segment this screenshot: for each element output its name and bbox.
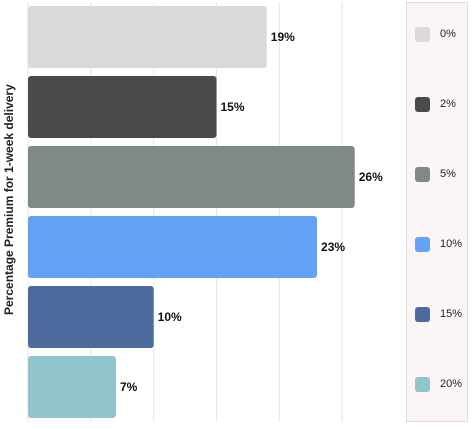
bar-20pct bbox=[28, 356, 116, 418]
bar-5pct bbox=[28, 146, 355, 208]
data-label: 7% bbox=[120, 380, 138, 394]
legend-swatch bbox=[415, 306, 430, 322]
bar-10pct bbox=[28, 216, 318, 278]
legend-label: 20% bbox=[440, 378, 463, 390]
bar-15pct bbox=[28, 286, 154, 348]
data-label: 15% bbox=[221, 100, 245, 114]
data-label: 19% bbox=[271, 30, 295, 44]
data-label: 10% bbox=[158, 310, 182, 324]
y-axis-label: Percentage Premium for 1-week delivery bbox=[2, 84, 16, 315]
legend: 0% 2% 5% 10% 15% 20% bbox=[406, 2, 468, 422]
legend-item: 15% bbox=[415, 305, 462, 323]
legend-label: 0% bbox=[440, 28, 456, 40]
legend-label: 2% bbox=[440, 98, 456, 110]
legend-swatch bbox=[415, 236, 430, 252]
bar-2pct bbox=[28, 76, 217, 138]
legend-label: 10% bbox=[440, 238, 463, 250]
legend-label: 15% bbox=[440, 308, 463, 320]
legend-item: 5% bbox=[415, 165, 456, 183]
legend-item: 20% bbox=[415, 375, 462, 393]
bar-0pct bbox=[28, 6, 267, 68]
legend-swatch bbox=[415, 166, 430, 182]
legend-item: 2% bbox=[415, 95, 456, 113]
legend-swatch bbox=[415, 96, 430, 112]
legend-item: 10% bbox=[415, 235, 462, 253]
data-label: 23% bbox=[321, 240, 345, 254]
legend-swatch bbox=[415, 26, 430, 42]
data-label: 26% bbox=[359, 170, 383, 184]
legend-item: 0% bbox=[415, 25, 456, 43]
legend-swatch bbox=[415, 376, 430, 392]
legend-label: 5% bbox=[440, 168, 456, 180]
